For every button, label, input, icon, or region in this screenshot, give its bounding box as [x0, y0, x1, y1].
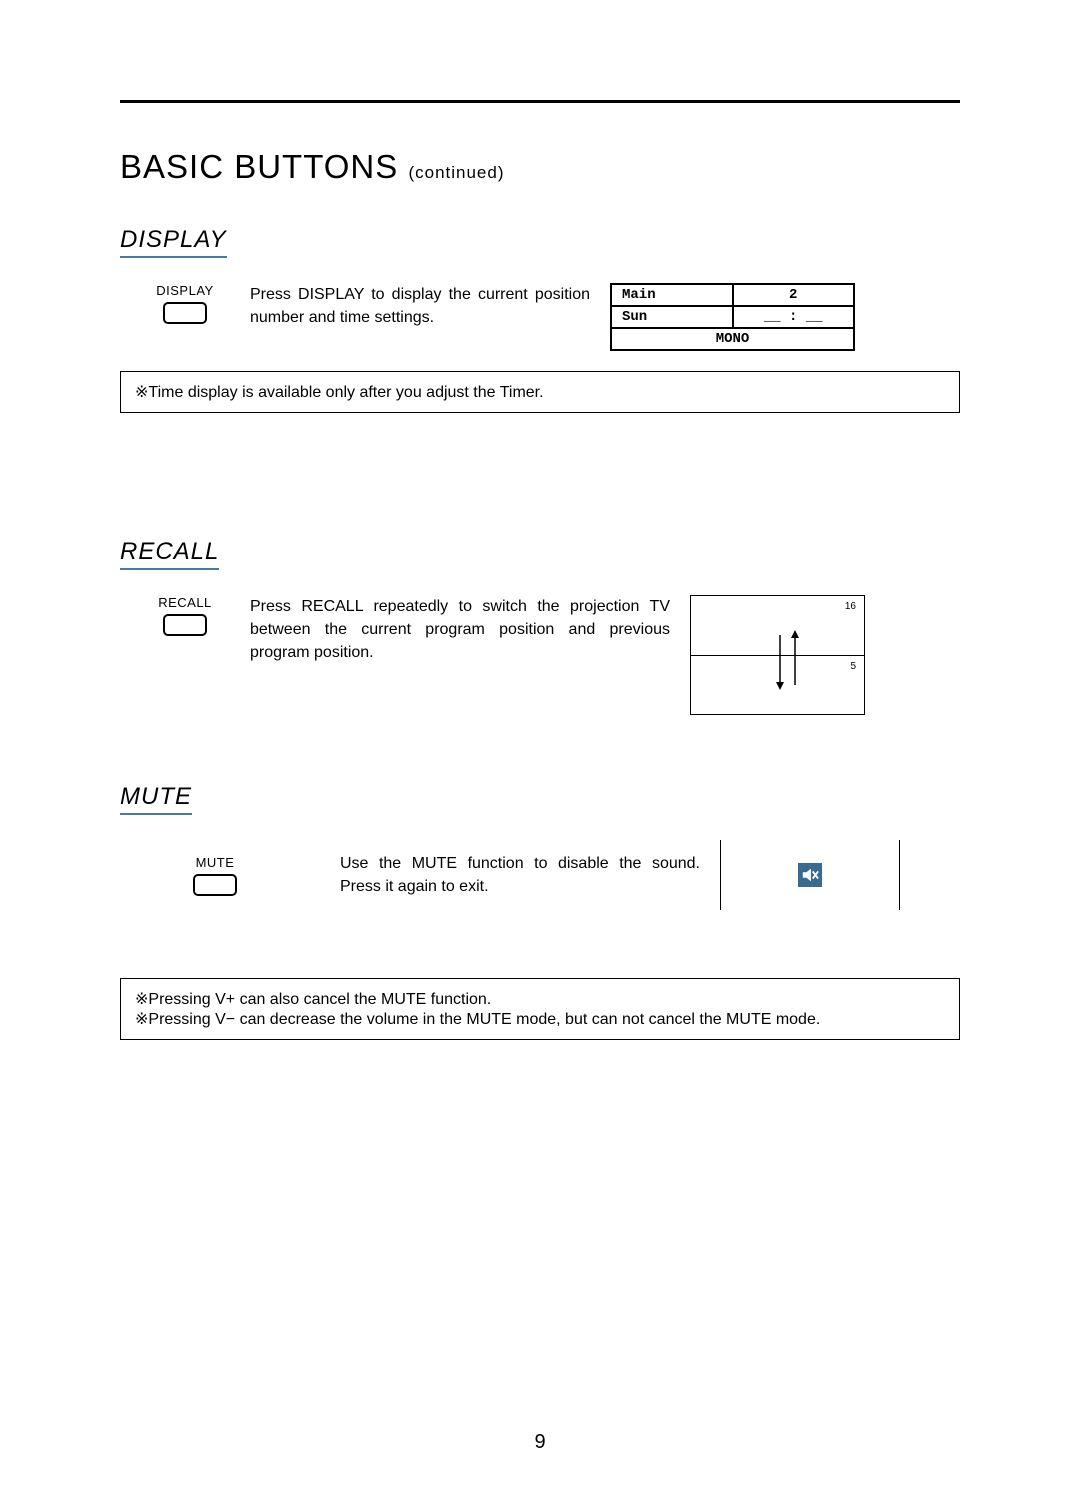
display-note-text: ※Time display is available only after yo…: [135, 384, 544, 401]
osd-day-label: Sun: [611, 306, 733, 328]
mute-note-line1: ※Pressing V+ can also cancel the MUTE fu…: [135, 989, 945, 1009]
recall-diagram: 16 5: [690, 595, 870, 725]
mute-note-line2: ※Pressing V− can decrease the volume in …: [135, 1009, 945, 1029]
mute-icon: [798, 863, 822, 887]
title-sub: (continued): [408, 163, 504, 182]
mute-diagram: [720, 840, 900, 910]
display-heading: DISPLAY: [120, 226, 227, 258]
osd-main-label: Main: [611, 284, 733, 306]
button-shape-icon: [193, 874, 237, 896]
section-mute: MUTE MUTE Use the MUTE function to disab…: [120, 773, 960, 1040]
mute-description: Use the MUTE function to disable the sou…: [340, 852, 700, 898]
mute-heading: MUTE: [120, 783, 192, 815]
mute-note-box: ※Pressing V+ can also cancel the MUTE fu…: [120, 978, 960, 1040]
page-title: BASIC BUTTONS (continued): [120, 148, 960, 186]
recall-heading: RECALL: [120, 538, 219, 570]
button-shape-icon: [163, 614, 207, 636]
button-shape-icon: [163, 302, 207, 324]
title-main: BASIC BUTTONS: [120, 148, 398, 185]
section-display: DISPLAY DISPLAY Press DISPLAY to display…: [120, 216, 960, 413]
recall-button-illustration: RECALL: [140, 595, 230, 636]
osd-time-value: __ : __: [733, 306, 855, 328]
osd-display-table: Main 2 Sun __ : __ MONO: [610, 283, 855, 351]
recall-bottom-channel: 5: [850, 661, 856, 672]
osd-audio-mode: MONO: [611, 328, 854, 350]
top-divider: [120, 100, 960, 103]
display-button-illustration: DISPLAY: [140, 283, 230, 324]
recall-description: Press RECALL repeatedly to switch the pr…: [250, 595, 670, 665]
mute-button-illustration: MUTE: [170, 855, 260, 896]
display-description: Press DISPLAY to display the current pos…: [250, 283, 590, 329]
recall-top-channel: 16: [845, 601, 856, 612]
display-note-box: ※Time display is available only after yo…: [120, 371, 960, 413]
display-button-label: DISPLAY: [156, 283, 213, 298]
section-recall: RECALL RECALL Press RECALL repeatedly to…: [120, 528, 960, 725]
manual-page: BASIC BUTTONS (continued) DISPLAY DISPLA…: [0, 0, 1080, 1494]
page-number: 9: [0, 1431, 1080, 1454]
swap-arrows-icon: [770, 625, 810, 695]
recall-button-label: RECALL: [158, 595, 212, 610]
mute-button-label: MUTE: [196, 855, 235, 870]
osd-main-value: 2: [733, 284, 855, 306]
